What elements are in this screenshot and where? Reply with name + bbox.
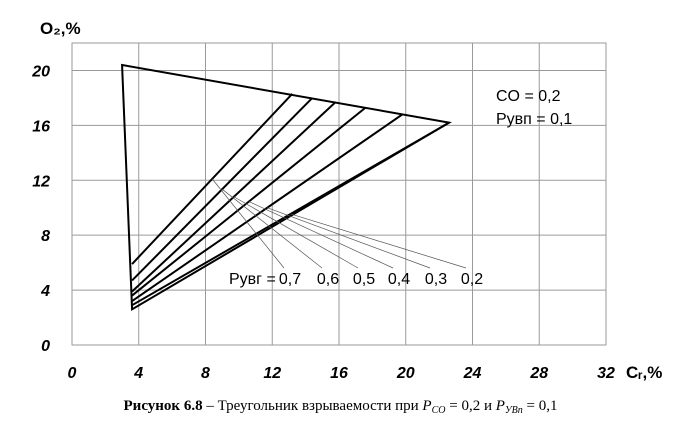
pyvr-pointer-5 bbox=[290, 213, 467, 269]
y-tick-label: 12 bbox=[32, 173, 50, 190]
pyvr-line-4 bbox=[131, 113, 403, 302]
caption-p2-val: = 0,1 bbox=[522, 398, 558, 414]
x-tick-label: 12 bbox=[263, 365, 281, 382]
pyvr-value-5: 0,2 bbox=[461, 271, 483, 288]
caption-p2: P bbox=[495, 398, 505, 414]
explosivity-chart: 0 4 8 12 16 20 24 28 32 0 4 8 12 16 20 O₂,% Cᵣ,% CO = … bbox=[31, 19, 662, 382]
x-tick-label: 16 bbox=[330, 365, 348, 382]
explosivity-triangle bbox=[121, 63, 452, 312]
y-tick-label: 4 bbox=[40, 283, 50, 300]
y-axis-label: O₂,% bbox=[40, 19, 81, 38]
y-tick-label: 20 bbox=[31, 63, 50, 80]
pyvr-pointer-4 bbox=[267, 207, 431, 269]
x-tick-label: 32 bbox=[597, 365, 615, 382]
pyvr-value-2: 0,5 bbox=[353, 271, 375, 288]
pyvr-value-4: 0,3 bbox=[425, 271, 447, 288]
grid bbox=[71, 42, 607, 346]
caption-p1: P bbox=[422, 398, 432, 414]
caption-text: – Треугольник взрываемости при bbox=[202, 398, 423, 414]
x-tick-label: 28 bbox=[529, 365, 548, 382]
caption-p1-sub: CO bbox=[431, 405, 446, 416]
caption-p2-sub: УВп bbox=[504, 405, 523, 416]
x-tick-label: 20 bbox=[396, 365, 415, 382]
y-tick-label: 16 bbox=[32, 118, 50, 135]
co-annotation: CO = 0,2 bbox=[496, 88, 561, 105]
pointer-lines bbox=[211, 178, 467, 269]
pyvr-value-3: 0,4 bbox=[388, 271, 410, 288]
pyvr-pointer-2 bbox=[233, 196, 359, 269]
figure-caption: Рисунок 6.8 – Треугольник взрываемости п… bbox=[0, 398, 681, 416]
pyvr-label: Pуʙг = bbox=[229, 271, 276, 288]
x-tick-label: 0 bbox=[68, 365, 77, 382]
x-tick-label: 4 bbox=[133, 365, 143, 382]
pyvp-annotation: Pуʙп = 0,1 bbox=[496, 111, 572, 128]
caption-p1-val: = 0,2 и bbox=[445, 398, 496, 414]
pyvr-pointer-3 bbox=[248, 201, 394, 269]
x-tick-label: 24 bbox=[463, 365, 482, 382]
y-tick-label: 0 bbox=[41, 338, 50, 355]
x-tick-label: 8 bbox=[201, 365, 210, 382]
pyvr-pointer-1 bbox=[221, 188, 323, 269]
pyvr-values: 0,7 0,6 0,5 0,4 0,3 0,2 bbox=[279, 271, 483, 288]
y-tick-label: 8 bbox=[41, 228, 50, 245]
pyvr-pointer-0 bbox=[211, 178, 285, 269]
pyvr-value-1: 0,6 bbox=[317, 271, 339, 288]
x-axis-label: Cᵣ,% bbox=[626, 363, 662, 382]
pyvr-value-0: 0,7 bbox=[279, 271, 301, 288]
pyvr-line-0 bbox=[131, 93, 294, 265]
caption-number: Рисунок 6.8 bbox=[123, 398, 203, 414]
tick-labels: 0 4 8 12 16 20 24 28 32 0 4 8 12 16 20 bbox=[31, 63, 615, 382]
